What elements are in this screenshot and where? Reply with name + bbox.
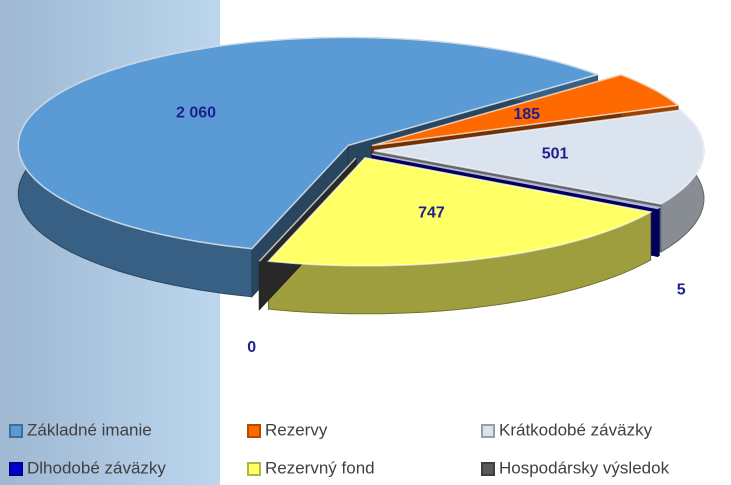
legend-label: Rezervný fond	[265, 458, 375, 477]
legend-swatch	[481, 462, 495, 476]
slice-tops	[17, 36, 705, 267]
legend-swatch	[247, 424, 261, 438]
pie-slice	[371, 74, 680, 147]
legend-label: Dlhodobé záväzky	[27, 458, 166, 477]
pie-slice	[258, 157, 357, 262]
legend-label: Rezervy	[265, 420, 328, 439]
legend-label: Hospodársky výsledok	[499, 458, 670, 477]
data-label: 185	[513, 106, 540, 123]
legend-swatch	[481, 424, 495, 438]
pie-slice	[267, 156, 653, 267]
slice-side	[657, 206, 660, 258]
data-label: 747	[418, 204, 445, 221]
legend-swatch	[247, 462, 261, 476]
pie-slice	[373, 109, 705, 205]
legend-label: Krátkodobé záväzky	[499, 420, 653, 439]
legend-swatch	[9, 424, 23, 438]
legend-label: Základné imanie	[27, 420, 152, 439]
pie-slice	[371, 153, 662, 210]
data-label: 2 060	[176, 104, 216, 121]
data-label: 501	[542, 146, 569, 163]
legend-swatch	[9, 462, 23, 476]
data-label: 0	[247, 339, 256, 356]
data-label: 5	[677, 281, 686, 298]
pie-slice	[17, 36, 600, 250]
